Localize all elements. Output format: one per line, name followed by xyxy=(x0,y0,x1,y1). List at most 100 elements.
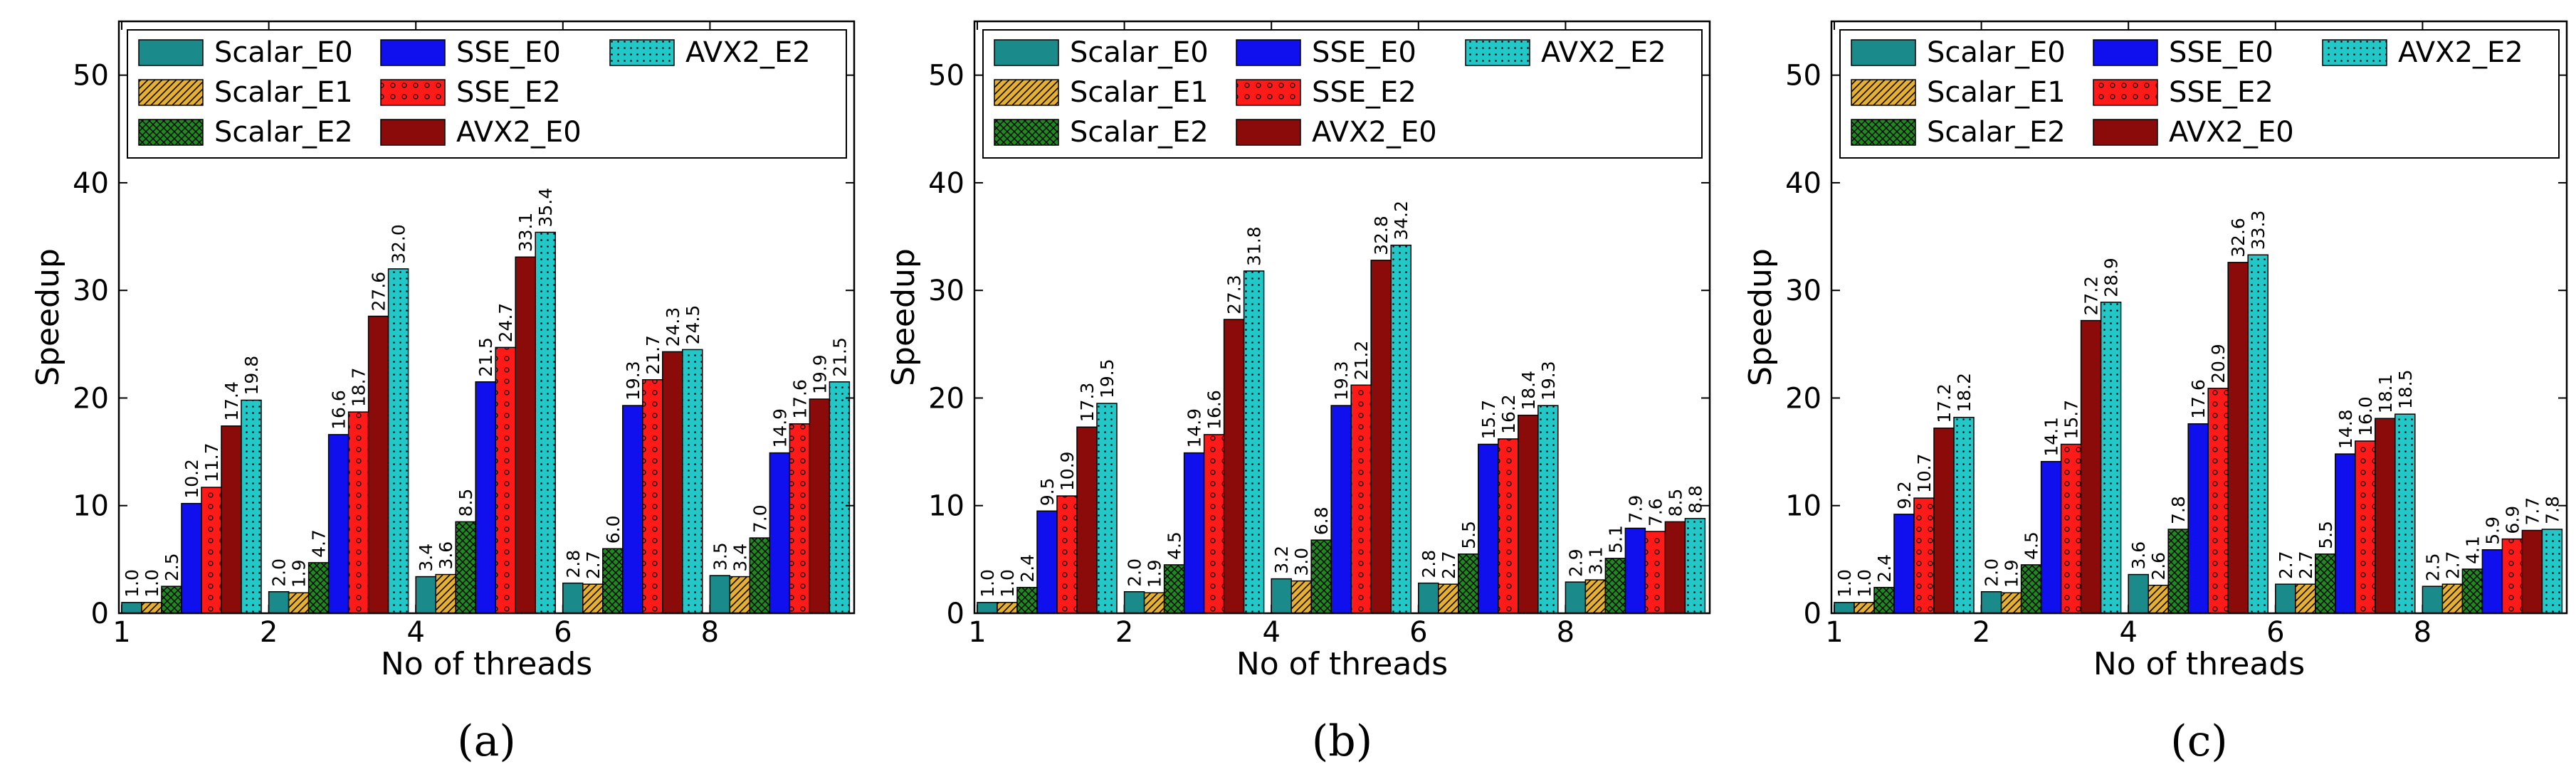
data-label: 32.6 xyxy=(2228,218,2249,258)
legend-swatch-sse-e0-fill xyxy=(1236,40,1300,65)
bar-scalar-e1-threads-8 xyxy=(1584,579,1607,614)
bar-scalar-e0-threads-4 xyxy=(415,576,436,614)
legend-label-sse-e0: SSE_E0 xyxy=(2169,36,2273,69)
legend-label-avx2-e0: AVX2_E0 xyxy=(2169,116,2294,149)
bar-sse-e0-threads-8 xyxy=(1624,527,1646,614)
legend-swatch-sse-e0-outline xyxy=(2093,39,2158,66)
bar-sse-e0-threads-6 xyxy=(622,405,643,614)
legend: Scalar_E0 Scalar_E1 Scalar_E2 SSE_E0 SSE_E2 A… xyxy=(1839,29,2560,159)
y-tick-label: 20 xyxy=(73,382,109,415)
data-label: 8.5 xyxy=(1665,489,1686,517)
bar-scalar-e1-threads-4-hatch xyxy=(2148,585,2169,613)
data-label: 21.2 xyxy=(1351,341,1372,381)
data-label: 19.5 xyxy=(1097,359,1118,398)
bar-scalar-e2-threads-6 xyxy=(2315,553,2336,614)
bar-sse-e2-threads-8-hatch xyxy=(1645,531,1666,613)
data-label: 34.2 xyxy=(1391,201,1411,240)
data-label: 3.0 xyxy=(1291,548,1312,576)
data-label: 1.9 xyxy=(289,559,310,588)
x-tick-label: 4 xyxy=(2119,616,2137,649)
y-axis-label: Speedup xyxy=(885,248,922,386)
legend-label-scalar-e2: Scalar_E2 xyxy=(1927,116,2066,149)
bar-scalar-e2-threads-2 xyxy=(1163,564,1185,614)
bar-scalar-e0-threads-1-fill xyxy=(977,602,997,613)
legend-swatch-sse-e2-outline xyxy=(2093,79,2158,106)
bar-scalar-e2-threads-6-hatch xyxy=(602,549,623,613)
bar-avx2-e2-threads-6 xyxy=(2394,413,2416,614)
data-label: 16.0 xyxy=(2355,396,2376,436)
y-tick-label: 10 xyxy=(928,490,964,523)
data-label: 7.0 xyxy=(750,504,770,533)
bar-scalar-e0-threads-1 xyxy=(977,602,998,614)
bar-scalar-e2-threads-1-hatch xyxy=(162,586,182,613)
data-label: 21.5 xyxy=(475,337,496,377)
bar-avx2-e2-threads-2 xyxy=(387,268,409,614)
y-tick-label: 50 xyxy=(928,60,964,92)
data-label: 35.4 xyxy=(535,188,556,228)
y-tick-label: 0 xyxy=(1804,598,1821,630)
bar-sse-e0-threads-1-fill xyxy=(1037,511,1057,613)
bar-avx2-e2-threads-4-hatch xyxy=(1391,245,1411,613)
legend-swatch-sse-e2-hatch xyxy=(1236,80,1300,105)
legend-swatch-avx2-e0 xyxy=(1236,119,1301,146)
bar-avx2-e0-threads-4 xyxy=(1370,260,1392,614)
data-label: 1.9 xyxy=(1145,559,1165,588)
data-label: 2.5 xyxy=(2422,553,2443,581)
data-label: 19.3 xyxy=(1538,361,1559,401)
legend-label-scalar-e0: Scalar_E0 xyxy=(1070,36,1209,69)
bar-sse-e2-threads-6-hatch xyxy=(2355,440,2375,613)
bar-avx2-e2-threads-6-hatch xyxy=(2394,414,2415,613)
data-label: 2.5 xyxy=(162,553,182,581)
legend-swatch-scalar-e0 xyxy=(1851,39,1916,66)
data-label: 24.7 xyxy=(495,303,516,343)
legend-swatch-scalar-e2-outline xyxy=(1851,119,1916,146)
bar-scalar-e0-threads-8 xyxy=(709,575,731,614)
x-tick-label: 8 xyxy=(2414,616,2432,649)
bar-avx2-e2-threads-6-hatch xyxy=(1537,406,1558,613)
bar-scalar-e2-threads-1-hatch xyxy=(1874,587,1894,613)
data-label: 2.0 xyxy=(1125,558,1145,587)
bar-sse-e0-threads-4-fill xyxy=(475,381,496,613)
data-label: 27.3 xyxy=(1224,275,1245,314)
bar-scalar-e2-threads-4 xyxy=(1310,539,1332,614)
data-label: 17.6 xyxy=(2188,379,2209,419)
bar-scalar-e2-threads-6-hatch xyxy=(1458,553,1478,613)
data-label: 4.7 xyxy=(309,529,330,558)
y-axis-label: Speedup xyxy=(30,248,66,386)
data-label: 14.9 xyxy=(1184,408,1205,448)
plot-frame xyxy=(117,20,856,615)
data-label: 2.7 xyxy=(2442,551,2463,579)
bar-scalar-e2-threads-8-hatch xyxy=(2462,568,2483,613)
legend-label-avx2-e2: AVX2_E2 xyxy=(1541,36,1666,69)
x-tick-label: 1 xyxy=(968,616,986,649)
legend-swatch-scalar-e2 xyxy=(138,119,204,146)
bar-scalar-e2-threads-1-hatch xyxy=(1017,587,1037,613)
bar-scalar-e1-threads-1 xyxy=(141,602,162,614)
y-tick-label: 0 xyxy=(91,598,109,630)
bar-sse-e0-threads-4 xyxy=(2187,423,2209,614)
bar-avx2-e0-threads-6-fill xyxy=(662,351,683,613)
bar-avx2-e2-threads-2-hatch xyxy=(2101,302,2121,613)
bar-avx2-e0-threads-8-fill xyxy=(809,398,830,613)
bar-sse-e2-threads-1 xyxy=(1056,495,1078,614)
bar-scalar-e0-threads-2-fill xyxy=(1981,591,2002,613)
y-tick-label: 20 xyxy=(928,382,964,415)
bar-sse-e0-threads-2-fill xyxy=(1184,452,1204,613)
bar-avx2-e0-threads-1 xyxy=(1933,428,1955,614)
legend-swatch-avx2-e2-hatch xyxy=(2323,40,2387,65)
bar-scalar-e0-threads-4 xyxy=(2128,573,2149,614)
legend-swatch-sse-e0-outline xyxy=(380,39,446,66)
bar-avx2-e0-threads-6-fill xyxy=(2375,418,2395,613)
bar-scalar-e1-threads-4 xyxy=(1290,580,1312,614)
data-label: 1.0 xyxy=(142,569,162,598)
bar-sse-e2-threads-2-hatch xyxy=(348,412,369,613)
x-tick-label: 2 xyxy=(260,616,278,649)
bar-avx2-e2-threads-8 xyxy=(829,381,851,614)
data-label: 18.2 xyxy=(1954,373,1975,413)
bar-sse-e2-threads-2 xyxy=(1203,434,1225,614)
data-label: 3.6 xyxy=(2128,541,2149,570)
bar-avx2-e0-threads-6 xyxy=(662,351,683,614)
bar-scalar-e1-threads-4 xyxy=(435,573,456,614)
data-label: 33.1 xyxy=(515,213,536,253)
bar-scalar-e0-threads-6 xyxy=(2275,583,2296,614)
